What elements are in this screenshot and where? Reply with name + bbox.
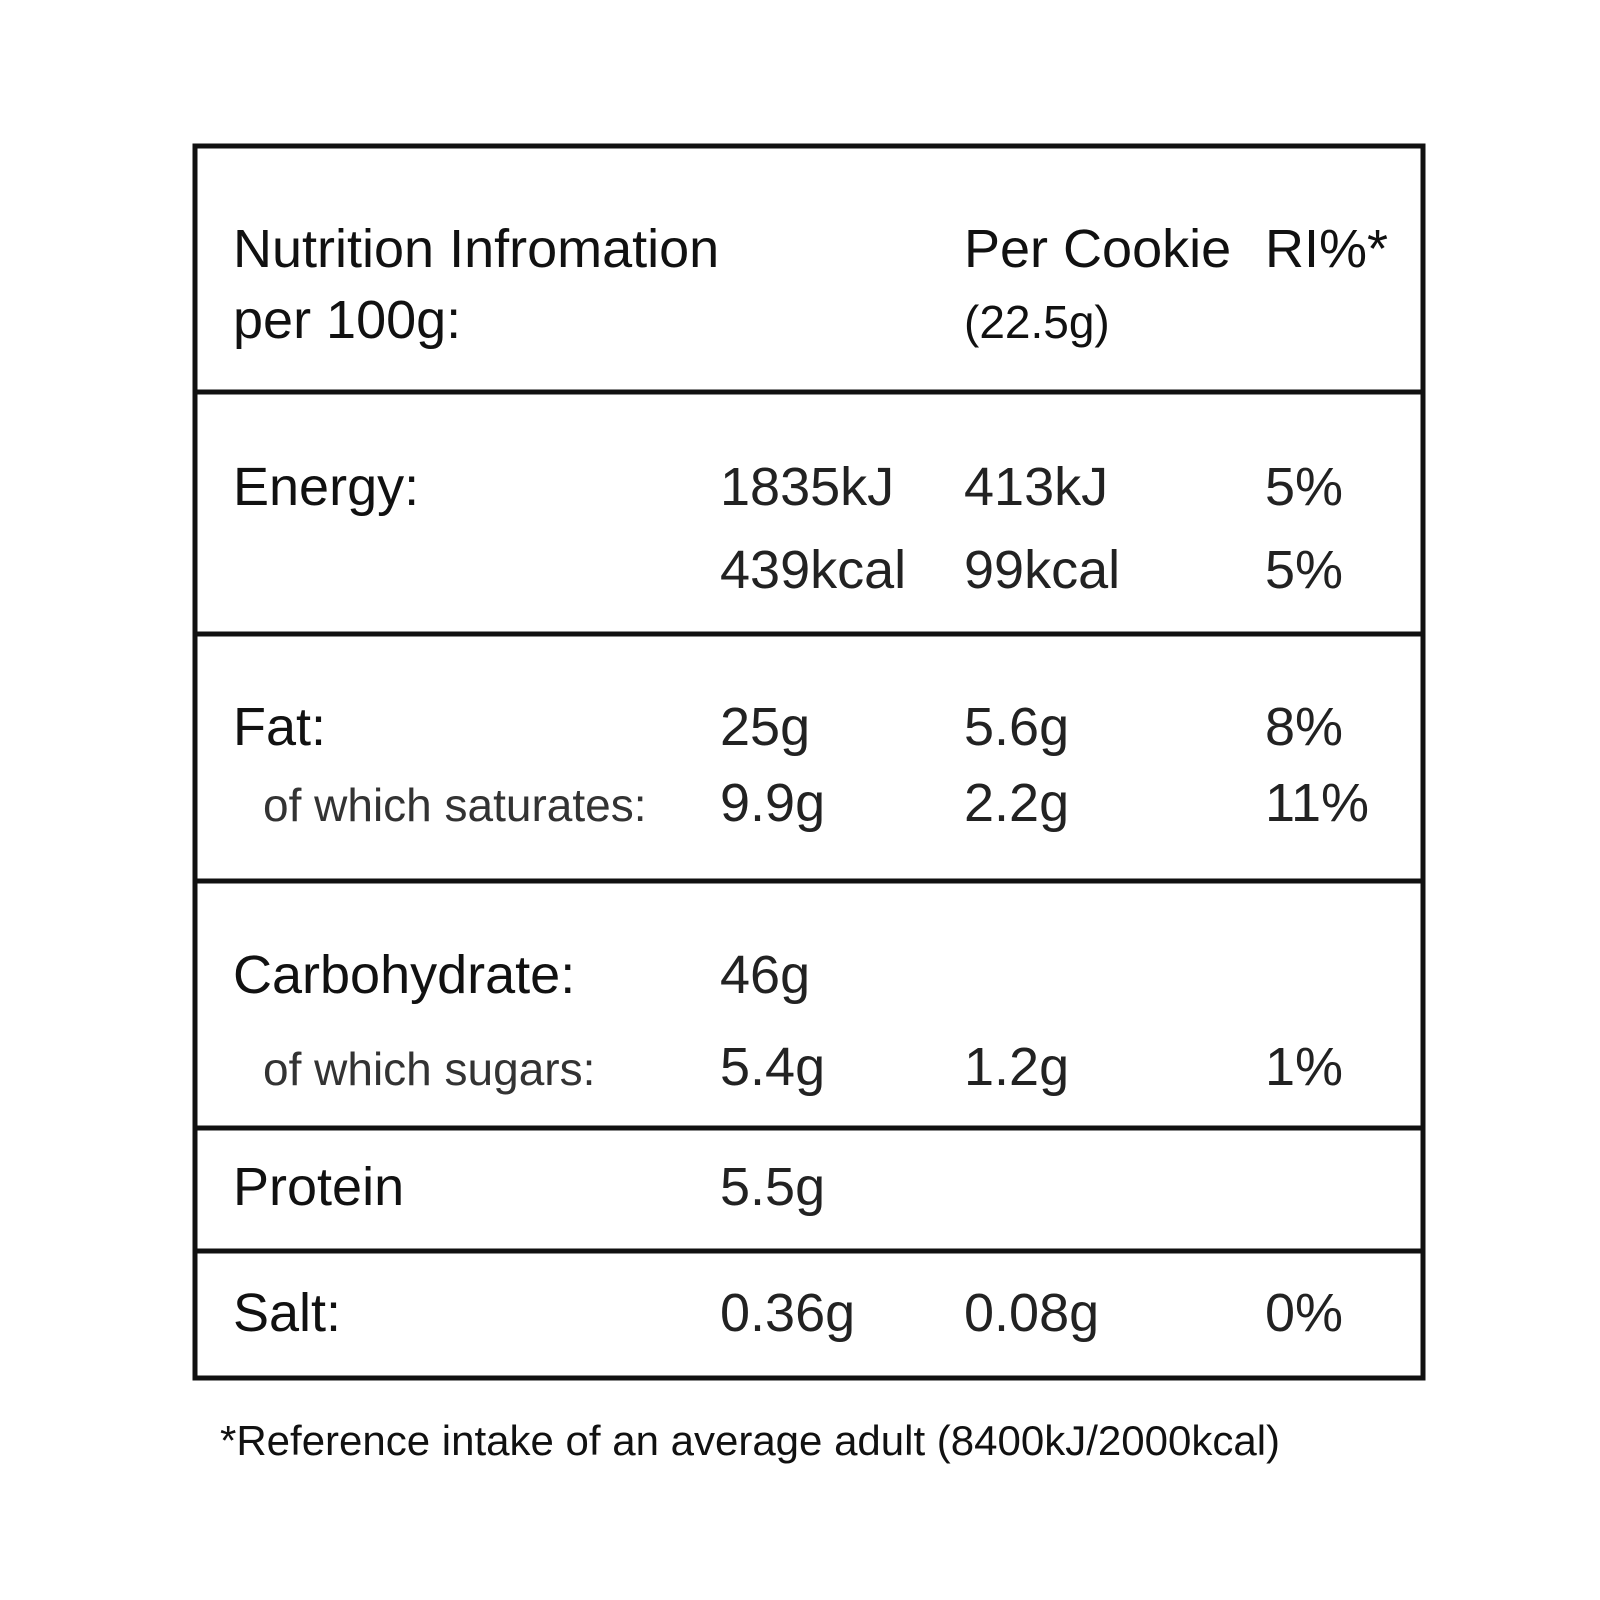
per-cookie-value: 99kcal [964,540,1120,600]
ri-value: 8% [1265,697,1343,757]
per-100g-value: 1835kJ [720,457,894,517]
per-cookie-value: 1.2g [964,1037,1069,1097]
per-100g-value: 5.5g [720,1157,825,1217]
header-per-cookie: Per Cookie [964,219,1231,279]
per-cookie-value: 2.2g [964,773,1069,833]
nutrient-label: Energy: [233,457,419,517]
ri-value: 0% [1265,1283,1343,1343]
sub-nutrient-label: of which sugars: [263,1043,595,1095]
per-100g-value: 5.4g [720,1037,825,1097]
per-cookie-value: 0.08g [964,1283,1099,1343]
per-cookie-value: 5.6g [964,697,1069,757]
sub-nutrient-label: of which saturates: [263,779,647,831]
per-100g-value: 439kcal [720,540,906,600]
ri-value: 5% [1265,540,1343,600]
per-100g-value: 46g [720,945,810,1005]
nutrient-label: Protein [233,1157,404,1217]
ri-value: 5% [1265,457,1343,517]
per-100g-value: 25g [720,697,810,757]
per-cookie-value: 413kJ [964,457,1108,517]
ri-value: 1% [1265,1037,1343,1097]
header-title: Nutrition Infromation [233,219,719,279]
nutrient-label: Fat: [233,697,326,757]
per-100g-value: 9.9g [720,773,825,833]
nutrient-label: Carbohydrate: [233,945,575,1005]
nutrient-label: Salt: [233,1283,341,1343]
footnote: *Reference intake of an average adult (8… [220,1417,1280,1464]
header-title: per 100g: [233,290,461,350]
per-100g-value: 0.36g [720,1283,855,1343]
ri-value: 11% [1265,773,1369,833]
table-border [192,143,1426,1381]
header-per-cookie: (22.5g) [964,296,1110,348]
header-ri: RI%* [1265,219,1388,279]
